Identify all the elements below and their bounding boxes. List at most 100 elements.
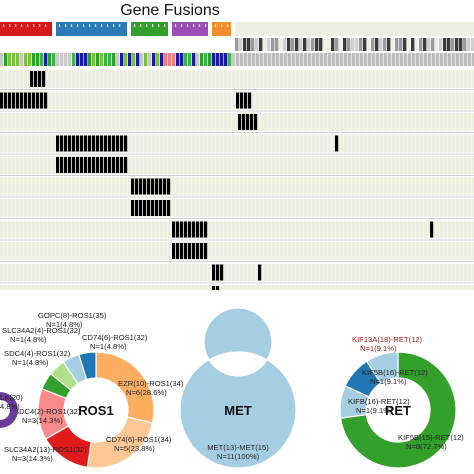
cell-divider — [199, 220, 200, 239]
cell-divider — [415, 156, 416, 174]
cell-divider — [319, 70, 320, 88]
cell-divider — [379, 177, 380, 196]
cell-divider — [187, 263, 188, 282]
cell-divider — [291, 242, 292, 260]
group-bar-none — [235, 22, 474, 36]
cell-divider — [239, 263, 240, 282]
cell-divider — [31, 134, 32, 153]
cell-divider — [391, 113, 392, 131]
cell-divider — [423, 242, 424, 260]
cell-divider — [199, 91, 200, 110]
cell-divider — [155, 70, 156, 88]
alteration-cell — [184, 243, 188, 259]
cell-divider — [43, 134, 44, 153]
donut-slice — [339, 351, 457, 469]
cell-divider — [403, 242, 404, 260]
cell-divider — [367, 156, 368, 174]
cell-divider — [239, 285, 240, 290]
cell-divider — [195, 285, 196, 290]
cell-divider — [267, 263, 268, 282]
cell-divider — [447, 70, 448, 88]
annotation-cell — [276, 53, 280, 66]
cell-divider — [67, 134, 68, 153]
cell-divider — [23, 91, 24, 110]
cell-divider — [323, 263, 324, 282]
cell-divider — [279, 220, 280, 239]
cell-divider — [391, 70, 392, 88]
cell-divider — [411, 285, 412, 290]
cell-divider — [451, 199, 452, 217]
cell-divider — [427, 70, 428, 88]
group-tick — [140, 24, 142, 27]
cell-divider — [67, 285, 68, 290]
cell-divider — [343, 156, 344, 174]
cell-divider — [327, 263, 328, 282]
annotation-cell — [56, 53, 60, 66]
cell-divider — [199, 263, 200, 282]
cell-divider — [31, 91, 32, 110]
cell-divider — [251, 91, 252, 110]
cell-divider — [31, 199, 32, 217]
cell-divider — [347, 113, 348, 131]
cell-divider — [455, 220, 456, 239]
cell-divider — [287, 220, 288, 239]
cell-divider — [271, 263, 272, 282]
annotation-cell — [312, 53, 316, 66]
cell-divider — [43, 177, 44, 196]
slice-label-count: N=1(9.1%) — [360, 344, 397, 353]
cell-divider — [11, 177, 12, 196]
cell-divider — [439, 134, 440, 153]
cell-divider — [435, 70, 436, 88]
cell-divider — [375, 156, 376, 174]
cell-divider — [267, 285, 268, 290]
annotation-cell — [48, 53, 52, 66]
cell-divider — [27, 177, 28, 196]
cell-divider — [179, 263, 180, 282]
cell-divider — [459, 285, 460, 290]
cell-divider — [67, 113, 68, 131]
cell-divider — [443, 91, 444, 110]
cell-divider — [151, 134, 152, 153]
cell-divider — [167, 156, 168, 174]
cell-divider — [287, 199, 288, 217]
cell-divider — [143, 263, 144, 282]
cell-divider — [175, 220, 176, 239]
cell-divider — [67, 263, 68, 282]
annotation-cell — [391, 38, 395, 51]
cell-divider — [131, 263, 132, 282]
cell-divider — [359, 113, 360, 131]
cell-divider — [15, 199, 16, 217]
cell-divider — [171, 134, 172, 153]
cell-divider — [439, 156, 440, 174]
cell-divider — [227, 242, 228, 260]
cell-divider — [439, 91, 440, 110]
cell-divider — [267, 242, 268, 260]
cell-divider — [159, 263, 160, 282]
cell-divider — [79, 113, 80, 131]
cell-divider — [347, 242, 348, 260]
cell-divider — [143, 285, 144, 290]
annotation-cell — [200, 53, 204, 66]
cell-divider — [375, 113, 376, 131]
cell-divider — [155, 263, 156, 282]
cell-divider — [427, 263, 428, 282]
cell-divider — [255, 91, 256, 110]
cell-divider — [451, 242, 452, 260]
cell-divider — [139, 263, 140, 282]
cell-divider — [471, 134, 472, 153]
cell-divider — [147, 134, 148, 153]
cell-divider — [255, 156, 256, 174]
annotation-cell — [443, 38, 447, 51]
cell-divider — [271, 91, 272, 110]
cell-divider — [3, 134, 4, 153]
cell-divider — [251, 134, 252, 153]
alteration-cell — [100, 135, 104, 152]
cell-divider — [311, 242, 312, 260]
cell-divider — [75, 220, 76, 239]
cell-divider — [175, 70, 176, 88]
cell-divider — [103, 113, 104, 131]
cell-divider — [399, 285, 400, 290]
cell-divider — [59, 242, 60, 260]
cell-divider — [71, 156, 72, 174]
cell-divider — [227, 263, 228, 282]
